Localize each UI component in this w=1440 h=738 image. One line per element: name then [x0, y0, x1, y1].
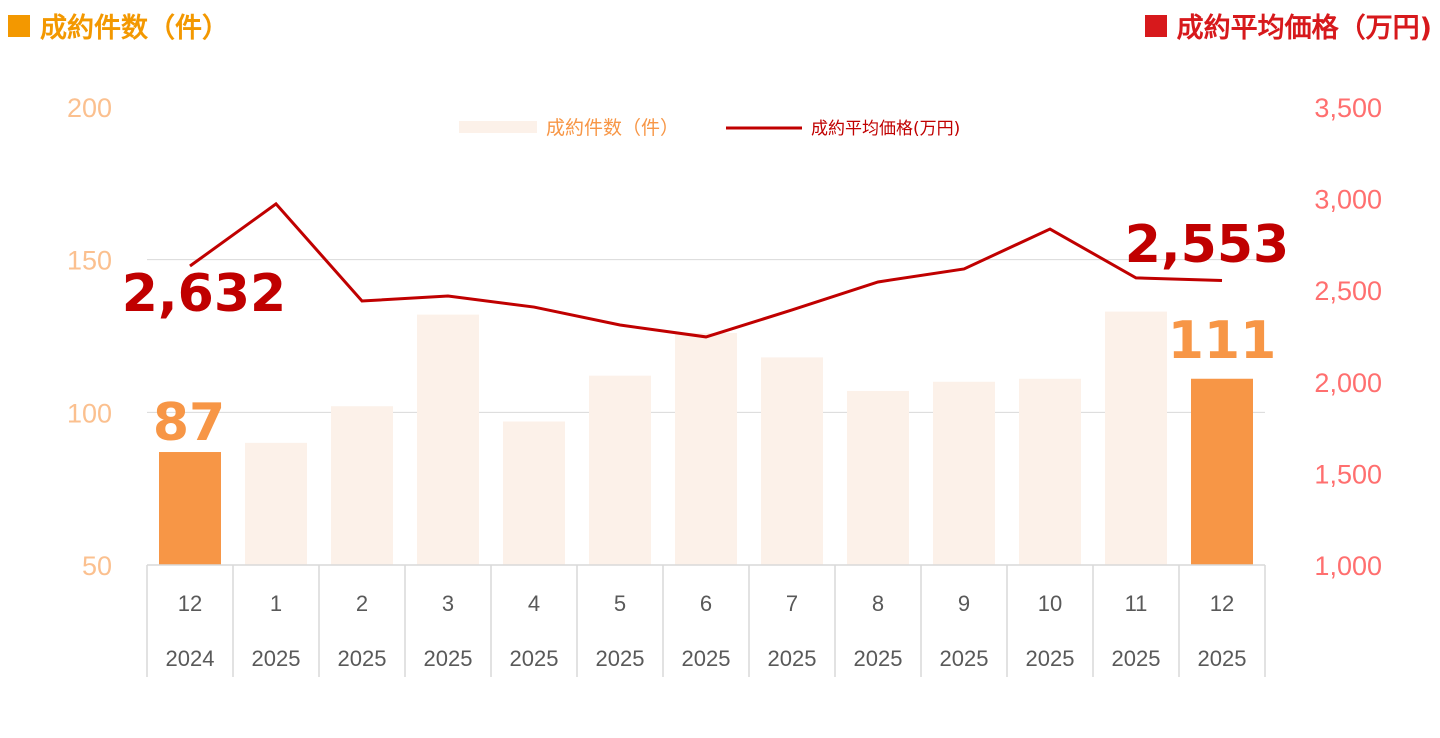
month-label: 6	[700, 591, 712, 616]
bar	[589, 375, 651, 565]
price-line	[189, 201, 1223, 339]
legend-bar-swatch	[459, 121, 537, 133]
orange-square-icon	[8, 14, 30, 37]
right-tick-label: 2,000	[1314, 368, 1382, 398]
year-label: 2025	[424, 646, 473, 671]
bar	[847, 390, 909, 565]
month-label: 12	[1210, 591, 1234, 616]
right-axis-title: 成約平均価格（万円)	[1144, 6, 1432, 45]
legend-line-label: 成約平均価格(万円)	[811, 119, 960, 139]
red-square-icon	[1144, 14, 1167, 37]
month-label: 7	[786, 591, 798, 616]
bar	[331, 406, 393, 565]
bar	[159, 452, 221, 565]
first-price-label: 2,632	[122, 264, 286, 324]
right-title-text: 成約平均価格（万円)	[1176, 13, 1432, 44]
year-label: 2025	[940, 646, 989, 671]
left-tick-label: 100	[67, 398, 112, 428]
bar	[761, 357, 823, 565]
left-tick-label: 50	[82, 551, 112, 581]
bar	[417, 314, 479, 565]
bar	[245, 442, 307, 565]
month-label: 12	[178, 591, 202, 616]
year-label: 2024	[166, 646, 215, 671]
year-label: 2025	[682, 646, 731, 671]
month-label: 3	[442, 591, 454, 616]
year-label: 2025	[768, 646, 817, 671]
bar	[1019, 378, 1081, 565]
month-label: 1	[270, 591, 282, 616]
month-label: 5	[614, 591, 626, 616]
right-tick-label: 3,000	[1314, 185, 1382, 215]
left-axis-title: 成約件数（件）	[8, 6, 229, 45]
month-label: 9	[958, 591, 970, 616]
first-count-label: 87	[153, 393, 225, 453]
month-label: 11	[1125, 591, 1148, 616]
month-label: 2	[356, 591, 368, 616]
right-tick-label: 2,500	[1314, 276, 1382, 306]
left-tick-label: 200	[67, 93, 112, 123]
right-tick-label: 3,500	[1314, 93, 1382, 123]
bar	[1105, 311, 1167, 565]
year-label: 2025	[338, 646, 387, 671]
left-tick-label: 150	[67, 246, 112, 276]
year-label: 2025	[854, 646, 903, 671]
month-label: 10	[1038, 591, 1062, 616]
last-price-label: 2,553	[1125, 215, 1289, 275]
year-label: 2025	[1112, 646, 1161, 671]
bar	[503, 421, 565, 565]
year-label: 2025	[596, 646, 645, 671]
bar	[675, 332, 737, 565]
year-label: 2025	[1026, 646, 1075, 671]
right-tick-label: 1,500	[1314, 459, 1382, 489]
bar	[933, 381, 995, 565]
legend-bar-label: 成約件数（件）	[546, 117, 679, 139]
bar	[1191, 378, 1253, 565]
month-label: 8	[872, 591, 884, 616]
last-count-label: 111	[1168, 311, 1277, 371]
year-label: 2025	[510, 646, 559, 671]
left-title-text: 成約件数（件）	[40, 13, 229, 44]
year-label: 2025	[1198, 646, 1247, 671]
right-tick-label: 1,000	[1314, 551, 1382, 581]
year-label: 2025	[252, 646, 301, 671]
month-label: 4	[528, 591, 540, 616]
